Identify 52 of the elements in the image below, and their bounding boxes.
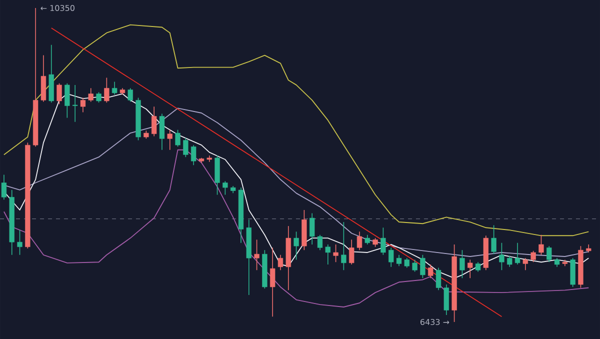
candlestick: [64, 82, 70, 118]
candlestick: [444, 284, 449, 316]
candlestick: [514, 242, 520, 265]
candlestick: [112, 81, 118, 95]
candlestick: [190, 144, 196, 166]
candlestick: [96, 92, 102, 103]
candlestick: [507, 255, 512, 268]
candlestick: [1, 174, 7, 200]
candlestick: [388, 247, 394, 268]
candlestick: [222, 180, 228, 196]
candlestick: [88, 88, 94, 102]
candlestick: [151, 106, 157, 137]
candlestick: [104, 77, 110, 103]
candlestick: [475, 262, 481, 272]
candlestick: [72, 84, 78, 122]
candlestick: [310, 212, 315, 245]
candlestick: [468, 259, 473, 279]
candlestick: [270, 247, 276, 318]
annotation: ← 10350: [40, 4, 74, 12]
candlestick: [167, 129, 172, 150]
candlestick: [356, 231, 362, 250]
candlestick: [317, 234, 323, 250]
candlestick: [412, 259, 418, 272]
candlestick: [546, 246, 552, 263]
candlestick: [460, 250, 465, 279]
candlestick: [522, 258, 528, 271]
candlestick: [159, 113, 165, 150]
candlestick: [349, 239, 354, 265]
candlestick: [80, 97, 86, 113]
candlestick: [175, 129, 180, 148]
candlestick: [341, 222, 346, 271]
candlestick: [278, 254, 284, 271]
candlestick: [396, 254, 402, 267]
candlestick: [538, 234, 544, 256]
candlestick: [436, 267, 442, 291]
candlestick: [183, 137, 188, 158]
candlestick: [380, 227, 386, 256]
candlestick: [530, 250, 536, 263]
candlestick: [491, 224, 496, 254]
candlestick: [56, 82, 62, 105]
candlestick: [364, 234, 370, 245]
candlestick: [420, 254, 426, 279]
candlestick: [499, 242, 504, 271]
candlestick: [404, 258, 410, 268]
annotation: 6433 →: [420, 318, 450, 325]
candlestick: [254, 239, 260, 271]
candlestick: [428, 264, 434, 279]
candlestick: [17, 230, 22, 256]
candlestick: [128, 88, 133, 102]
candlestick: [325, 244, 330, 265]
candlestick: [294, 231, 299, 260]
candlestick: [333, 244, 338, 263]
